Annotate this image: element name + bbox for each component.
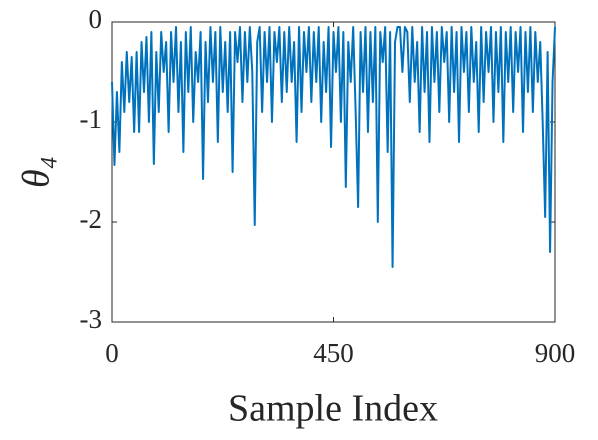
y-tick-label: -3	[80, 304, 103, 334]
data-line	[111, 26, 556, 268]
x-tick-label: 900	[535, 338, 576, 368]
y-axis-label: θ₄	[16, 156, 58, 188]
x-tick-label: 0	[105, 338, 119, 368]
y-tick-label: 0	[89, 4, 103, 34]
x-tick-label: 450	[313, 338, 354, 368]
y-tick-label: -1	[80, 104, 103, 134]
y-tick-label: -2	[80, 204, 103, 234]
x-axis-label: Sample Index	[228, 388, 438, 430]
